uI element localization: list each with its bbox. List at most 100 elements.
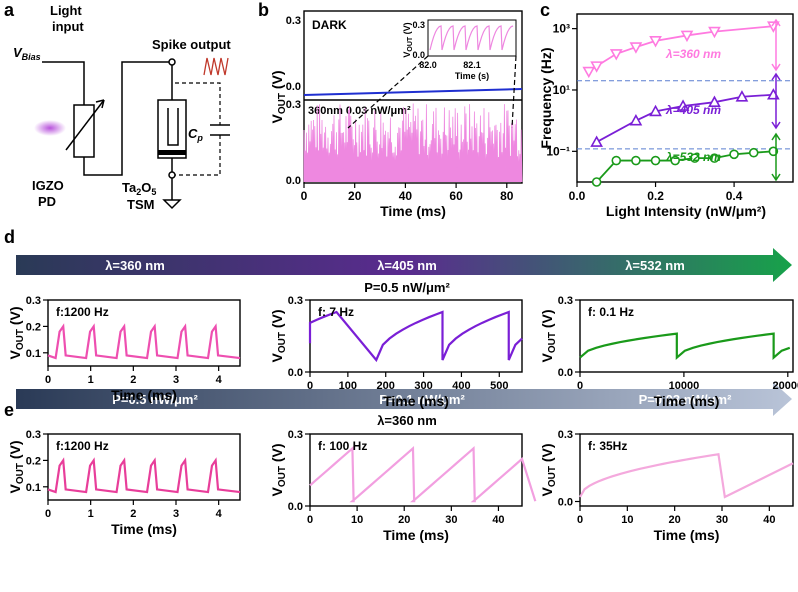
e2-annotation: f: 100 Hz (318, 439, 367, 453)
d1-ytick-label: 0.2 (26, 321, 41, 333)
inset-xtick-82.0: 82.0 (419, 60, 437, 70)
arrow-e-label-3: P=0.03 nW/μm² (639, 392, 733, 407)
legend-360: λ=360 nm (665, 47, 721, 61)
d1-annotation: f:1200 Hz (56, 305, 109, 319)
e1-ytick-label: 0.3 (26, 429, 41, 441)
c-ytick-label: 10⁻¹ (546, 144, 570, 158)
c-xtick-label: 0.2 (647, 189, 664, 203)
spike-icon (203, 57, 229, 76)
d1-xtick-label: 2 (130, 374, 136, 386)
plot-e1: f:1200 Hz 0 1 2 3 4 0.1 0.2 0.3 Time (ms) VOUT (V) (7, 429, 241, 537)
c-marker (609, 49, 623, 61)
inset-ytick-0.3: 0.3 (412, 20, 425, 30)
d2-annotation: f: 7 Hz (318, 305, 354, 319)
e1-ylabel: VOUT (V) (7, 440, 26, 493)
d2-xlabel: Time (ms) (383, 393, 449, 409)
b-xtick-label: 0 (301, 189, 308, 203)
c-marker (649, 104, 662, 117)
output-terminal (168, 58, 176, 66)
c-marker (676, 99, 690, 111)
c-ytick-label: 10¹ (553, 83, 570, 97)
e3-ytick-label: 0.3 (558, 429, 573, 441)
e2-xtick-label: 20 (398, 514, 410, 526)
pd-label: PD (38, 194, 56, 209)
plot-e2: f: 100 Hz 0 10 20 30 40 0.0 0.3 Time (ms) VOUT (V… (269, 429, 537, 543)
e2-xlabel: Time (ms) (383, 527, 449, 543)
inset-ytick-0.0: 0.0 (412, 50, 425, 60)
c-marker (631, 155, 641, 166)
e1-series-line (47, 457, 241, 494)
photodetector-symbol (73, 104, 95, 158)
panel-label-a: a (4, 0, 15, 20)
d1-series-line (47, 323, 241, 360)
d1-xtick-label: 0 (45, 374, 51, 386)
e1-xtick-label: 0 (45, 508, 51, 520)
light-input-label: Light (50, 3, 82, 18)
c-marker (650, 155, 661, 166)
dark-series-line (303, 88, 523, 96)
panel-label-e: e (4, 400, 14, 420)
legend-405: λ=405 nm (665, 103, 721, 117)
tsm-symbol (157, 99, 187, 159)
d3-annotation: f: 0.1 Hz (588, 305, 634, 319)
vbias-label: VBias (13, 45, 41, 62)
e3-series-line (579, 452, 794, 499)
b-top-ytick-0.0: 0.0 (286, 81, 301, 93)
e1-xtick-label: 3 (173, 508, 179, 520)
d2-series-line (308, 310, 523, 363)
d2-ytick-label: 0.0 (288, 367, 303, 379)
d1-ylabel: VOUT (V) (7, 306, 26, 359)
c-marker (611, 155, 622, 166)
d3-xlabel: Time (ms) (654, 393, 720, 409)
c-ytick-label: 10³ (553, 22, 570, 36)
c-marker (708, 95, 721, 107)
light-series-noise (303, 103, 523, 183)
e2-xtick-label: 10 (351, 514, 363, 526)
d1-xtick-label: 1 (88, 374, 94, 386)
c-marker (735, 90, 749, 102)
panel-b: DARK 0.3 0.0 360nm 0.03 nW/μm² 0.3 0.0 0… (269, 10, 523, 219)
e3-xtick-label: 40 (763, 514, 775, 526)
circuit-diagram: Light input VBias Spike output Cp IGZO P… (13, 3, 231, 212)
b-top-title: DARK (312, 18, 347, 32)
e3-xtick-label: 30 (716, 514, 728, 526)
c-marker (670, 155, 680, 166)
b-bottom-title: 360nm 0.03 nW/μm² (308, 105, 411, 117)
inset-xlabel: Time (s) (455, 71, 489, 81)
e1-xtick-label: 4 (216, 508, 223, 520)
c-marker (680, 30, 694, 43)
e2-series-line (309, 446, 537, 503)
b-xaxis: 0 20 40 60 80 (301, 183, 514, 203)
b-bottom-ytick-0.3: 0.3 (286, 99, 301, 111)
e3-ylabel: VOUT (V) (539, 443, 558, 496)
c-xtick-label: 0.4 (726, 189, 743, 203)
d1-xlabel: Time (ms) (111, 387, 177, 403)
plot-d1: f:1200 Hz 0 1 2 3 4 0.1 0.2 0.3 Time (ms) VOUT (V) (7, 295, 241, 403)
d2-ylabel: VOUT (V) (269, 309, 288, 362)
e2-xtick-label: 0 (307, 514, 313, 526)
ta2o5-label: Ta2O5 (122, 180, 156, 197)
inset-spike-line (429, 25, 514, 51)
b-xtick-label: 60 (449, 189, 463, 203)
arrow-e: P=0.5 nW/μm² P=0.1 nW/μm² P=0.03 nW/μm² … (16, 382, 792, 428)
light-input-label-2: input (52, 19, 84, 34)
plot-d2: f: 7 Hz 0 100 200 300 400 500 0.0 0.3 Time (ms) VO… (269, 295, 523, 409)
c-marker (629, 42, 643, 54)
panel-label-d: d (4, 227, 15, 247)
c-marker (709, 153, 720, 163)
e2-ytick-label: 0.0 (288, 501, 303, 513)
e3-xlabel: Time (ms) (654, 527, 720, 543)
tsm-label: TSM (127, 197, 154, 212)
e2-xtick-label: 30 (445, 514, 457, 526)
plot-e3: f: 35Hz 0 10 20 30 40 0.0 0.3 Time (ms) VOUT (V) (539, 429, 794, 543)
capacitor-symbol (210, 124, 230, 136)
light-glow (34, 120, 66, 136)
b-xlabel: Time (ms) (380, 203, 446, 219)
e3-ytick-label: 0.0 (558, 497, 573, 509)
b-xtick-label: 80 (500, 189, 514, 203)
b-top-ytick-0.3: 0.3 (286, 15, 301, 27)
e3-xtick-label: 10 (621, 514, 633, 526)
d1-ytick-label: 0.3 (26, 295, 41, 307)
c-marker (729, 149, 739, 160)
